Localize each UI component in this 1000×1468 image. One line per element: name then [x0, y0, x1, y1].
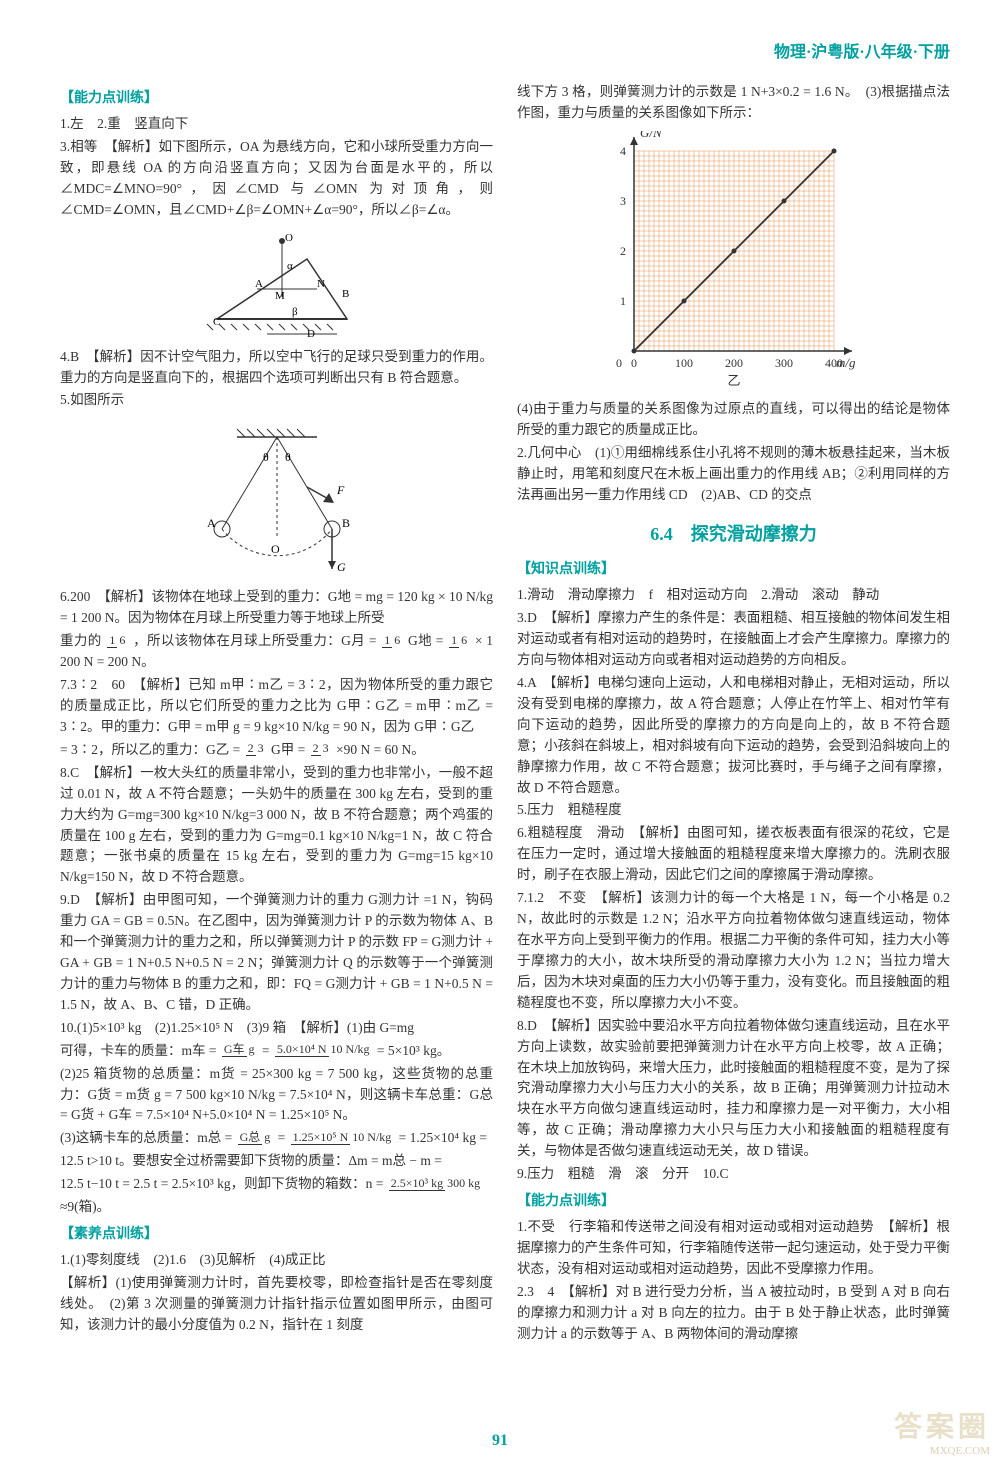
svg-text:B: B — [342, 288, 349, 300]
text: = 1.25×10⁴ kg = — [399, 1130, 487, 1145]
watermark-url: MXQE.COM — [894, 1445, 990, 1458]
svg-text:θ: θ — [263, 450, 269, 464]
k7: 7.1.2 不变 【解析】该测力计的每一个大格是 1 N，每一个小格是 0.2 … — [517, 888, 950, 1014]
svg-text:乙: 乙 — [727, 373, 740, 388]
svg-text:2: 2 — [620, 244, 626, 258]
text: = — [262, 1043, 273, 1058]
watermark: 答案圈 MXQE.COM — [894, 1411, 990, 1458]
r0: 线下方 3 格，则弹簧测力计的示数是 1 N+3×0.2 = 1.6 N。 (3… — [517, 82, 950, 124]
q10d2: 12.5 t>10 t。要想安全过桥需要卸下货物的质量：Δm = m总 − m … — [60, 1151, 493, 1172]
svg-text:100: 100 — [675, 356, 693, 370]
text: 重力的 — [60, 633, 105, 648]
svg-text:O: O — [271, 542, 280, 556]
svg-text:3: 3 — [620, 194, 626, 208]
k6: 6.粗糙程度 滑动 【解析】由图可知，搓衣板表面有很深的花纹，它是在压力一定时，… — [517, 823, 950, 886]
svg-text:O: O — [285, 232, 293, 244]
text: G甲 = — [271, 742, 309, 757]
svg-text:B: B — [342, 516, 350, 530]
a1: 1.不受 行李箱和传送带之间没有相对运动或相对运动趋势 【解析】根据摩擦力的产生… — [517, 1217, 950, 1280]
r1: (4)由于重力与质量的关系图像为过原点的直线，可以得出的结论是物体所受的重力跟它… — [517, 399, 950, 441]
k5: 5.压力 粗糙程度 — [517, 800, 950, 821]
q10c: (2)25 箱货物的总质量：m货 = 25×300 kg = 7 500 kg，… — [60, 1064, 493, 1127]
r2: 2.几何中心 (1)①用细棉线系住小孔将不规则的薄木板悬挂起来，当木板静止时，用… — [517, 443, 950, 506]
text: = 5×10³ kg。 — [377, 1043, 450, 1058]
knowledge-title: 【知识点训练】 — [517, 559, 950, 581]
q6b: 重力的 16 ，所以该物体在月球上所受重力：G月 = 16 G地 = 16 × … — [60, 631, 493, 673]
text: ×90 N = 60 N。 — [336, 742, 425, 757]
text: (3)这辆卡车的总质量：m总 = — [60, 1130, 236, 1145]
two-column-layout: 【能力点训练】 1.左 2.重 竖直向下 3.相等 【解析】如下图所示，OA 为… — [60, 82, 950, 1347]
text: ，所以该物体在月球上所受重力：G月 = — [133, 633, 380, 648]
svg-text:300: 300 — [775, 356, 793, 370]
k8: 8.D 【解析】因实验中要沿水平方向拉着物体做匀速直线运动，且在水平方向上读数，… — [517, 1016, 950, 1162]
left-column: 【能力点训练】 1.左 2.重 竖直向下 3.相等 【解析】如下图所示，OA 为… — [60, 82, 493, 1347]
page-number: 91 — [0, 1428, 1000, 1454]
q9: 9.D 【解析】由甲图可知，一个弹簧测力计的重力 G测力计 =1 N，钩码重力 … — [60, 890, 493, 1016]
text: G地 = — [408, 633, 447, 648]
ability-title: 【能力点训练】 — [60, 88, 493, 110]
svg-text:F: F — [336, 483, 345, 497]
q10d3: 12.5 t−10 t = 2.5 t = 2.5×10³ kg，则卸下货物的箱… — [60, 1174, 493, 1195]
svg-text:A: A — [255, 278, 263, 290]
svg-text:200: 200 — [725, 356, 743, 370]
text: = — [278, 1130, 289, 1145]
svg-text:0: 0 — [631, 356, 637, 370]
text: = 3∶2，所以乙的重力：G乙 = — [60, 742, 244, 757]
svg-text:G/N: G/N — [640, 131, 663, 140]
section-6-4: 6.4 探究滑动摩擦力 — [517, 520, 950, 549]
literacy-title: 【素养点训练】 — [60, 1224, 493, 1246]
svg-text:4: 4 — [620, 144, 626, 158]
svg-text:0: 0 — [616, 356, 622, 370]
s1a: 1.(1)零刻度线 (2)1.6 (3)见解析 (4)成正比 — [60, 1250, 493, 1271]
k4: 4.A 【解析】电梯匀速向上运动，人和电梯相对静止，无相对运动，所以没有受到电梯… — [517, 673, 950, 799]
q6a: 6.200 【解析】该物体在地球上受到的重力：G地 = mg = 120 kg … — [60, 587, 493, 629]
page-header: 物理·沪粤版·八年级·下册 — [60, 40, 950, 66]
q10d1: (3)这辆卡车的总质量：m总 = G总g = 1.25×10⁵ N10 N/kg… — [60, 1128, 493, 1149]
k1: 1.滑动 滑动摩擦力 f 相对运动方向 2.滑动 滚动 静动 — [517, 585, 950, 606]
figure-2: A B O θ θ F G — [60, 419, 493, 579]
q10a: 10.(1)5×10³ kg (2)1.25×10⁵ N (3)9 箱 【解析】… — [60, 1018, 493, 1039]
q5: 5.如图所示 — [60, 390, 493, 411]
svg-text:m/g: m/g — [836, 355, 856, 370]
watermark-cn: 答案圈 — [894, 1411, 990, 1445]
q10e: ≈9(箱)。 — [60, 1197, 493, 1218]
figure-1: O A N B C D M α β — [60, 229, 493, 339]
q7a: 7.3∶2 60 【解析】已知 m甲∶m乙 = 3∶2，因为物体所受的重力跟它的… — [60, 675, 493, 738]
right-column: 线下方 3 格，则弹簧测力计的示数是 1 N+3×0.2 = 1.6 N。 (3… — [517, 82, 950, 1347]
s1b: 【解析】(1)使用弹簧测力计时，首先要校零，即检查指针是否在零刻度线处。 (2)… — [60, 1273, 493, 1336]
q3: 3.相等 【解析】如下图所示，OA 为悬线方向，它和小球所受重力方向一致，即悬线… — [60, 137, 493, 221]
svg-text:β: β — [292, 306, 298, 318]
text: 12.5 t−10 t = 2.5 t = 2.5×10³ kg，则卸下货物的箱… — [60, 1176, 387, 1191]
svg-text:N: N — [317, 278, 325, 290]
q1: 1.左 2.重 竖直向下 — [60, 114, 493, 135]
q10b: 可得，卡车的质量：m车 = G车g = 5.0×10⁴ N10 N/kg = 5… — [60, 1041, 493, 1062]
a2: 2.3 4 【解析】对 B 进行受力分析，当 A 被拉动时，B 受到 A 对 B… — [517, 1282, 950, 1345]
svg-text:C: C — [213, 316, 220, 328]
svg-text:M: M — [275, 290, 285, 302]
k9: 9.压力 粗糙 滑 滚 分开 10.C — [517, 1164, 950, 1185]
text: 可得，卡车的质量：m车 = — [60, 1043, 220, 1058]
ability-title-r: 【能力点训练】 — [517, 1191, 950, 1213]
svg-text:A: A — [207, 516, 216, 530]
chart-gn-mg: 010020030040012340G/Nm/g乙 — [517, 131, 950, 391]
svg-text:θ: θ — [285, 450, 291, 464]
q4: 4.B 【解析】因不计空气阻力，所以空中飞行的足球只受到重力的作用。重力的方向是… — [60, 347, 493, 389]
svg-text:1: 1 — [620, 294, 626, 308]
svg-text:α: α — [287, 260, 293, 272]
k3: 3.D 【解析】摩擦力产生的条件是：表面粗糙、相互接触的物体间发生相对运动或者有… — [517, 608, 950, 671]
q8: 8.C 【解析】一枚大头红的质量非常小，受到的重力也非常小，一般不超过 0.01… — [60, 763, 493, 889]
svg-text:G: G — [337, 560, 346, 574]
q7b: = 3∶2，所以乙的重力：G乙 = 23 G甲 = 23 ×90 N = 60 … — [60, 740, 493, 761]
